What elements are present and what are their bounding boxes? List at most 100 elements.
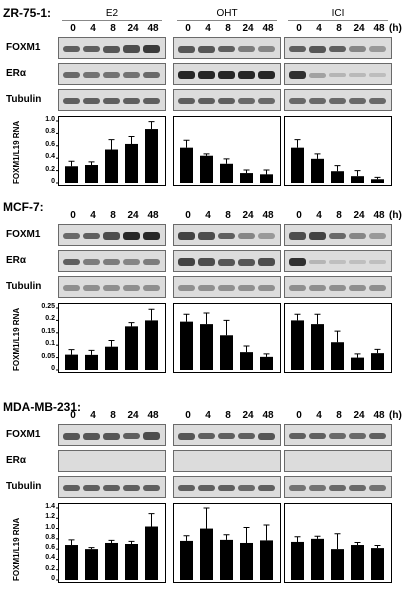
y-tick-label: 0 [51, 365, 55, 372]
western-blot-strip [173, 250, 281, 272]
blot-band [103, 259, 120, 265]
bar-chart [291, 533, 384, 580]
bar [145, 129, 158, 183]
blot-band [198, 484, 215, 492]
bar-plot-frame [284, 503, 392, 583]
bar [85, 354, 98, 370]
blot-band [178, 232, 195, 240]
y-axis-label: FOXM1/L19 RNA [12, 307, 21, 371]
error-bar [243, 345, 250, 353]
blot-band [349, 259, 366, 265]
bar-chart [180, 139, 273, 183]
error-bar [294, 139, 301, 148]
bar [125, 326, 138, 370]
blot-band [369, 432, 386, 440]
blot-band [103, 71, 120, 79]
error-bar [183, 313, 190, 322]
blot-band [198, 97, 215, 105]
y-tick-label: 1.2 [45, 513, 55, 521]
blot-band [258, 97, 275, 105]
western-blot-strip [58, 476, 166, 498]
timepoint-label: 4 [90, 410, 96, 421]
bar-chart [56, 507, 158, 581]
western-blot-strip [58, 424, 166, 446]
bar [200, 528, 213, 580]
bar [240, 352, 253, 370]
blot-band [238, 97, 255, 105]
western-blot-strip [173, 63, 281, 85]
blot-band [123, 285, 140, 291]
blot-band [198, 285, 215, 291]
condition-divider [177, 20, 277, 21]
blot-band [218, 45, 235, 53]
blot-band [218, 97, 235, 105]
error-bar [314, 535, 321, 539]
bar [371, 548, 384, 580]
blot-band [123, 45, 140, 53]
blot-band [123, 71, 140, 79]
blot-band [103, 484, 120, 492]
blot-band [258, 258, 275, 266]
bar [331, 342, 344, 370]
timepoint-label: 24 [353, 410, 365, 421]
error-bar [88, 349, 95, 355]
blot-band [63, 97, 80, 105]
blot-band [143, 71, 160, 79]
bar [331, 549, 344, 580]
bar [65, 354, 78, 370]
blot-band [309, 97, 326, 105]
error-bar [263, 524, 270, 541]
blot-band [123, 259, 140, 265]
blot-band [258, 70, 275, 80]
error-bar [128, 136, 135, 144]
y-tick-label: 0.2 [45, 165, 55, 173]
blot-band [63, 45, 80, 53]
timepoint-label: 8 [225, 23, 231, 34]
time-unit-label: (h) [389, 23, 402, 34]
bar [85, 549, 98, 580]
bar [220, 539, 233, 580]
blot-band [369, 233, 386, 239]
error-bar [108, 339, 115, 347]
error-bar [148, 308, 155, 321]
blot-band [103, 232, 120, 240]
cell-line-title: MDA-MB-231: [3, 400, 81, 414]
blot-band [238, 46, 255, 52]
timepoint-label: 48 [373, 210, 385, 221]
timepoint-label: 0 [70, 210, 76, 221]
error-bar [314, 153, 321, 159]
blot-label: ERα [6, 68, 27, 79]
blot-band [83, 432, 100, 440]
blot-band [123, 432, 140, 440]
blot-band [123, 484, 140, 492]
error-bar [88, 547, 95, 550]
timepoint-label: 4 [90, 210, 96, 221]
bar [200, 324, 213, 370]
western-blot-strip [284, 424, 392, 446]
timepoint-label: 48 [147, 23, 159, 34]
timepoint-label: 24 [353, 23, 365, 34]
error-bar [68, 349, 75, 355]
timepoint-label: 48 [373, 410, 385, 421]
y-tick-label: 0.4 [45, 153, 55, 161]
blot-band [309, 285, 326, 291]
blot-band [143, 285, 160, 291]
blot-band [178, 70, 195, 80]
cell-line-title: MCF-7: [3, 200, 44, 214]
timepoint-label: 24 [242, 410, 254, 421]
y-tick-label: 0.6 [45, 544, 55, 552]
error-bar [88, 161, 95, 166]
blot-band [369, 484, 386, 492]
blot-band [258, 46, 275, 52]
blot-band [329, 259, 346, 265]
error-bar [314, 313, 321, 325]
bar [371, 179, 384, 183]
blot-band [143, 484, 160, 492]
blot-band [218, 484, 235, 492]
blot-band [349, 46, 366, 52]
timepoint-label: 8 [336, 210, 342, 221]
blot-band [349, 97, 366, 105]
blot-band [218, 258, 235, 266]
blot-band [83, 285, 100, 291]
cell-line-title: ZR-75-1: [3, 6, 52, 20]
